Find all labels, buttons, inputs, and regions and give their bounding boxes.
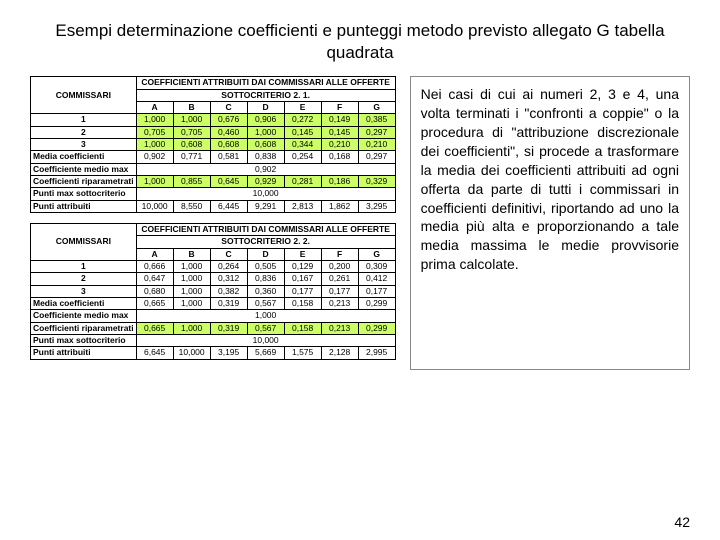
commissari-head: COMMISSARI <box>31 77 137 114</box>
table-22: COMMISSARI COEFFICIENTI ATTRIBUITI DAI C… <box>30 223 396 360</box>
col-C: C <box>210 101 247 113</box>
row-riparam: Coefficienti riparametrati 1,0000,8550,6… <box>31 175 396 187</box>
tables-column: COMMISSARI COEFFICIENTI ATTRIBUITI DAI C… <box>30 76 396 370</box>
table-row: 1 1,0001,0000,6760,9060,2720,1490,385 <box>31 114 396 126</box>
table-row: 1 0,6661,0000,2640,5050,1290,2000,309 <box>31 261 396 273</box>
col-D: D <box>247 101 284 113</box>
col-F: F <box>321 101 358 113</box>
table-row: 2 0,6471,0000,3120,8360,1670,2610,412 <box>31 273 396 285</box>
row-medio-max: Coefficiente medio max 1,000 <box>31 310 396 322</box>
row-punti: Punti attribuiti 10,0008,5506,4459,2912,… <box>31 200 396 212</box>
row-riparam: Coefficienti riparametrati 0,6651,0000,3… <box>31 322 396 334</box>
table-row: 2 0,7050,7050,4601,0000,1450,1450,297 <box>31 126 396 138</box>
table-row: 3 0,6801,0000,3820,3600,1770,1770,177 <box>31 285 396 297</box>
coef-head-1: COEFFICIENTI ATTRIBUITI DAI COMMISSARI A… <box>136 77 395 89</box>
col-G: G <box>358 101 395 113</box>
row-punti: Punti attribuiti 6,64510,0003,1955,6691,… <box>31 347 396 359</box>
page-title: Esempi determinazione coefficienti e pun… <box>30 20 690 64</box>
page-number: 42 <box>674 514 690 530</box>
coef-head-2: COEFFICIENTI ATTRIBUITI DAI COMMISSARI A… <box>136 223 395 235</box>
col-A: A <box>136 101 173 113</box>
col-E: E <box>284 101 321 113</box>
row-medio-max: Coefficiente medio max 0,902 <box>31 163 396 175</box>
row-punti-max: Punti max sottocriterio 10,000 <box>31 188 396 200</box>
table-row: 3 1,0000,6080,6080,6080,3440,2100,210 <box>31 138 396 150</box>
col-B: B <box>173 101 210 113</box>
side-text-box: Nei casi di cui ai numeri 2, 3 e 4, una … <box>410 76 690 370</box>
main-content: COMMISSARI COEFFICIENTI ATTRIBUITI DAI C… <box>30 76 690 370</box>
sub21: SOTTOCRITERIO 2. 1. <box>136 89 395 101</box>
row-media: Media coefficienti 0,6651,0000,3190,5670… <box>31 298 396 310</box>
sub22: SOTTOCRITERIO 2. 2. <box>136 236 395 248</box>
row-punti-max: Punti max sottocriterio 10,000 <box>31 335 396 347</box>
commissari-head-2: COMMISSARI <box>31 223 137 260</box>
table-21: COMMISSARI COEFFICIENTI ATTRIBUITI DAI C… <box>30 76 396 213</box>
row-media: Media coefficienti 0,9020,7710,5810,8380… <box>31 151 396 163</box>
